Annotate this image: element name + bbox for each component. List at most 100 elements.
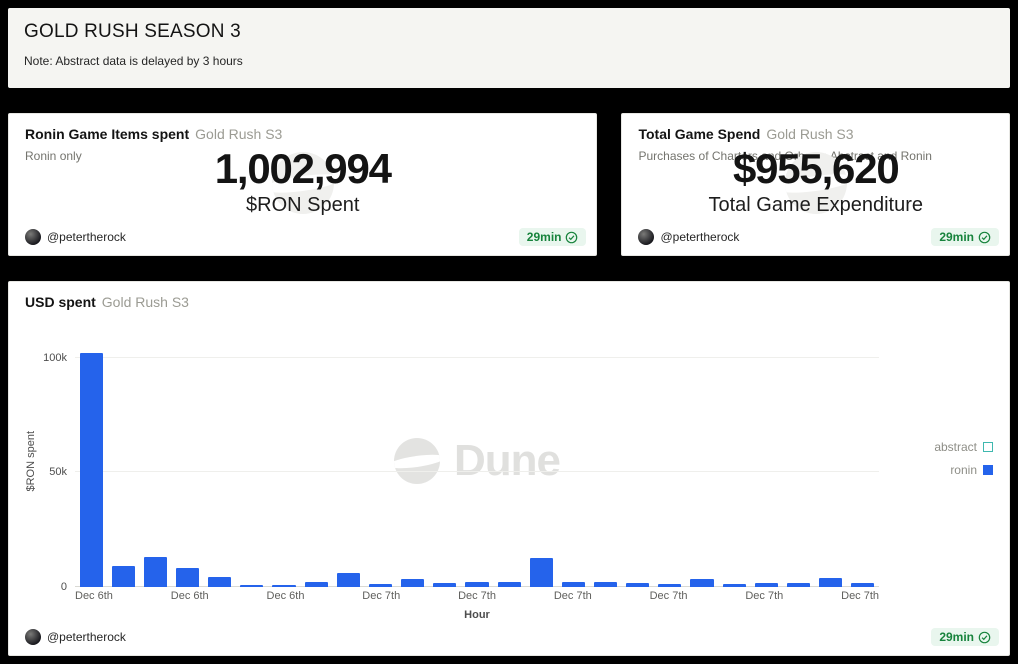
bar-ronin[interactable] — [336, 572, 360, 587]
card-subtitle: Purchases of Charters and Orbs on Abstra… — [638, 148, 932, 163]
card-header: Ronin Game Items spent Gold Rush S3 Ronin… — [9, 114, 596, 163]
bar-ronin[interactable] — [786, 582, 811, 587]
check-circle-icon — [566, 231, 578, 243]
bar-slot — [847, 335, 879, 587]
x-tick-label: Dec 7th — [745, 589, 784, 602]
x-tick — [621, 590, 650, 608]
avatar — [25, 229, 41, 245]
bar-ronin[interactable] — [626, 582, 650, 587]
x-tick — [429, 590, 458, 608]
chart-legend: abstract ronin — [879, 295, 997, 622]
bar-ronin[interactable] — [594, 581, 618, 587]
bar-ronin[interactable] — [272, 584, 296, 587]
bar-slot — [525, 335, 557, 587]
author-link[interactable]: @petertherock — [25, 629, 126, 645]
bar-ronin[interactable] — [529, 558, 553, 587]
avatar — [25, 629, 41, 645]
x-tick — [209, 590, 238, 608]
x-tick-label: Dec 6th — [266, 589, 305, 602]
counter-label: Total Game Expenditure — [708, 194, 924, 217]
legend-label: ronin — [950, 462, 977, 477]
x-tick — [496, 590, 525, 608]
x-tick-label: Dec 7th — [841, 589, 880, 602]
y-axis-title: $RON spent — [25, 430, 37, 492]
bar-slot — [171, 335, 203, 587]
bar-slot — [364, 335, 396, 587]
refresh-time: 29min — [526, 230, 562, 244]
bar-slot — [654, 335, 686, 587]
gridline — [75, 356, 879, 358]
bar-ronin[interactable] — [368, 583, 393, 587]
bar-slot — [750, 335, 782, 587]
check-circle-icon — [978, 631, 991, 643]
bar-ronin[interactable] — [658, 583, 682, 587]
legend-item-abstract[interactable]: abstract — [934, 440, 993, 454]
plot-column: Dune 0 50k 100k Dec 6th Dec 6th Dec 6th Dec 7… — [43, 335, 880, 622]
x-tick: Dec 6th — [75, 590, 113, 608]
bar-slot — [493, 335, 525, 587]
bar-ronin[interactable] — [111, 566, 135, 587]
bar-ronin[interactable] — [175, 568, 200, 587]
bar-ronin[interactable] — [401, 578, 425, 587]
author-link[interactable]: @petertherock — [638, 229, 739, 245]
author-handle: @petertherock — [47, 230, 126, 244]
bar-slot — [718, 335, 750, 587]
bar-slot — [815, 335, 847, 587]
legend-swatch-icon — [983, 464, 993, 475]
x-tick: Dec 6th — [171, 590, 209, 608]
author-handle: @petertherock — [660, 230, 740, 244]
author-handle: @petertherock — [47, 630, 126, 644]
x-tick: Dec 7th — [362, 590, 400, 608]
bar-ronin[interactable] — [79, 353, 103, 587]
refresh-badge[interactable]: 29min — [518, 228, 587, 246]
dashboard-header: GOLD RUSH SEASON 3 Note: Abstract data i… — [8, 8, 1010, 88]
refresh-time: 29min — [939, 230, 974, 244]
bar-ronin[interactable] — [722, 584, 746, 587]
y-tick-label: 100k — [43, 351, 67, 364]
counter-label: $RON Spent — [246, 194, 360, 217]
bar-slot — [139, 335, 171, 587]
bar-ronin[interactable] — [690, 579, 714, 587]
card-title-link[interactable]: USD spent — [25, 294, 96, 310]
bar-ronin[interactable] — [143, 557, 167, 587]
x-tick-label: Dec 7th — [649, 589, 688, 602]
x-tick — [525, 590, 554, 608]
bar-ronin[interactable] — [561, 582, 585, 587]
refresh-time: 29min — [939, 630, 974, 644]
card-context: Gold Rush S3 — [195, 126, 283, 142]
x-tick-label: Dec 7th — [362, 589, 401, 602]
counter-card-ron: Ronin Game Items spent Gold Rush S3 Ronin… — [8, 113, 598, 256]
x-tick: Dec 6th — [267, 590, 305, 608]
dashboard-title: GOLD RUSH SEASON 3 — [24, 21, 241, 42]
x-tick — [400, 590, 429, 608]
x-tick: Dec 7th — [458, 590, 496, 608]
avatar — [638, 229, 655, 245]
legend-swatch-icon — [983, 441, 993, 452]
refresh-badge[interactable]: 29min — [931, 628, 999, 646]
bar-ronin[interactable] — [240, 584, 264, 587]
x-tick: Dec 7th — [745, 590, 783, 608]
card-context: Gold Rush S3 — [101, 294, 189, 310]
bar-ronin[interactable] — [465, 582, 489, 587]
x-tick — [113, 590, 142, 608]
card-title-link[interactable]: Total Game Spend — [638, 126, 761, 142]
bar-ronin[interactable] — [754, 582, 778, 587]
bar-ronin[interactable] — [819, 578, 843, 587]
legend-item-ronin[interactable]: ronin — [950, 463, 993, 477]
x-tick — [783, 590, 812, 608]
bar-slot — [461, 335, 493, 587]
refresh-badge[interactable]: 29min — [931, 228, 999, 246]
card-title-link[interactable]: Ronin Game Items spent — [25, 126, 190, 142]
bar-ronin[interactable] — [304, 581, 328, 587]
author-link[interactable]: @petertherock — [25, 229, 126, 245]
bar-ronin[interactable] — [208, 577, 232, 587]
bar-slot — [300, 335, 332, 587]
counter-card-usd: Total Game Spend Gold Rush S3 Purchases o… — [621, 113, 1010, 256]
bar-ronin[interactable] — [497, 581, 521, 587]
card-header: Total Game Spend Gold Rush S3 Purchases o… — [622, 114, 1009, 163]
bar-ronin[interactable] — [851, 582, 875, 587]
dune-watermark-icon — [784, 151, 847, 214]
x-tick-label: Dec 7th — [458, 589, 496, 602]
bar-ronin[interactable] — [433, 582, 457, 587]
counter-body: $955,620 Total Game Expenditure — [622, 143, 1009, 222]
